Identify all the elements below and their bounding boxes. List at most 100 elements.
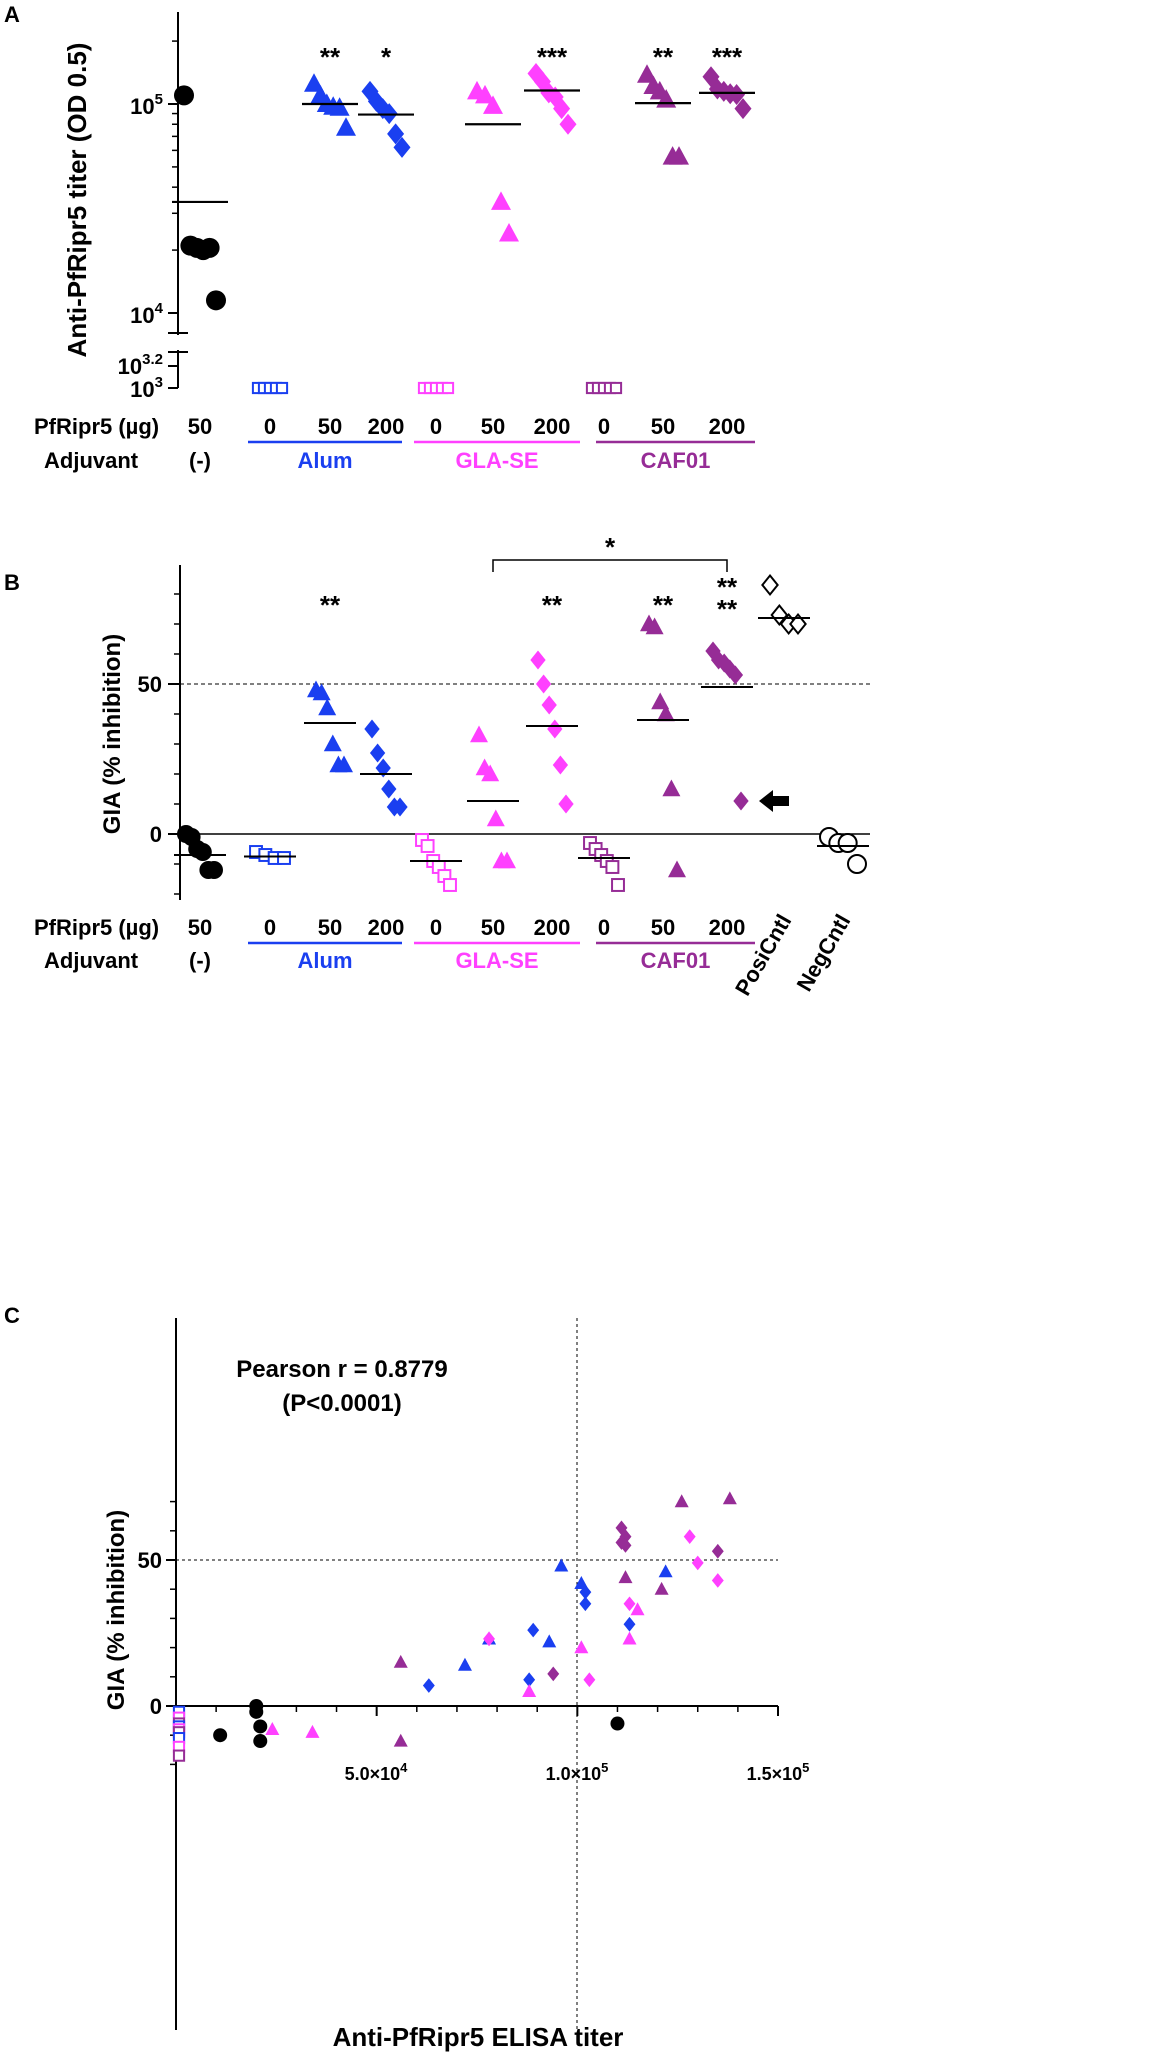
- panel-b-point-diamond: [761, 573, 779, 597]
- panel-b-significance: **: [320, 590, 341, 620]
- panel-a-dose-label: 50: [651, 414, 675, 439]
- panel-a-tick-1e3.2: 103.2: [118, 351, 163, 379]
- panel-b-significance: **: [653, 590, 674, 620]
- panel-b-point-square: [443, 878, 457, 892]
- panel-a-tick-1e5: 105: [130, 91, 163, 119]
- panel-c-point-diamond: [711, 1543, 724, 1559]
- panel-c-xtick-5e4: 5.0×104: [345, 1760, 409, 1784]
- panel-c-point-triangle: [393, 1733, 408, 1747]
- panel-b-point-circle: [205, 861, 223, 879]
- panel-b-adjuvant-none-label: (-): [189, 948, 211, 973]
- panel-b-point-triangle: [318, 698, 337, 716]
- panel-a-adjuvant-group-label: Alum: [298, 448, 353, 473]
- panel-c-point-diamond: [579, 1584, 592, 1600]
- panel-b-point-circle: [847, 854, 867, 874]
- panel-c-xtick-1.5e5: 1.5×105: [747, 1760, 810, 1784]
- panel-c-letter: C: [4, 1303, 20, 1328]
- panel-b-point-diamond: [364, 719, 380, 739]
- panel-b-dose-label: 0: [430, 915, 442, 940]
- panel-c-point-diamond: [711, 1573, 724, 1588]
- panel-a-tick-1e3: 103: [130, 374, 163, 402]
- panel-a-dose-row-label: PfRipr5 (µg): [34, 414, 159, 439]
- panel-a-adjuvant-group-label: CAF01: [641, 448, 711, 473]
- panel-c-tick-0: 0: [150, 1694, 162, 1719]
- panel-c-subtitle: (P<0.0001): [282, 1390, 401, 1417]
- panel-a-point-triangle: [499, 223, 519, 242]
- panel-c-y-label: GIA (% inhibition): [103, 1510, 130, 1710]
- panel-b-control-label: NegCntl: [792, 910, 856, 996]
- panel-a-point-triangle: [336, 117, 356, 136]
- panel-a-point-triangle: [304, 73, 324, 92]
- panel-c-point-triangle: [457, 1657, 472, 1671]
- panel-b-point-square: [611, 878, 625, 892]
- panel-c-point-triangle: [622, 1631, 637, 1645]
- panel-c-title: Pearson r = 0.8779: [236, 1356, 447, 1383]
- panel-b-dose-label: 200: [709, 915, 746, 940]
- panel-c-point-triangle: [554, 1558, 569, 1572]
- panel-a-point-circle: [199, 237, 220, 258]
- panel-b-adjuvant-row-label: Adjuvant: [44, 948, 139, 973]
- panel-c-point-circle: [253, 1719, 268, 1734]
- panel-c-point-diamond: [583, 1672, 596, 1688]
- panel-b-point-triangle: [656, 704, 675, 722]
- panel-a-point-diamond: [559, 113, 577, 135]
- panel-c-point-diamond: [523, 1672, 536, 1688]
- panel-b-point-diamond: [375, 758, 391, 778]
- panel-c-point-diamond: [683, 1529, 696, 1544]
- panel-a-point-diamond: [553, 98, 571, 120]
- panel-c-point-diamond: [527, 1622, 540, 1638]
- panel-a-dose-label: 200: [368, 414, 405, 439]
- panel-a-tick-1e4: 104: [130, 300, 163, 328]
- panel-b-point-triangle: [481, 764, 500, 782]
- panel-b-point-triangle: [470, 725, 488, 743]
- panel-b-dose-label: 50: [651, 915, 675, 940]
- panel-a-dose-label: 50: [481, 414, 505, 439]
- panel-c-point-circle: [249, 1704, 264, 1719]
- panel-c-point-diamond: [619, 1538, 632, 1553]
- panel-c-point-circle: [253, 1734, 268, 1749]
- panel-b-dose-label: 50: [481, 915, 505, 940]
- panel-c-xtick-1e5: 1.0×105: [546, 1760, 609, 1784]
- panel-a-dose-label: 50: [188, 414, 212, 439]
- panel-c-point-triangle: [265, 1722, 280, 1735]
- panel-b-point-diamond: [558, 794, 574, 814]
- panel-b-bracket-significance: *: [605, 532, 616, 562]
- panel-a-point-circle: [206, 290, 226, 311]
- panel-a-point-diamond: [734, 98, 752, 120]
- panel-b-point-triangle: [486, 809, 505, 827]
- panel-c-point-triangle: [654, 1581, 669, 1595]
- panel-c-point-triangle: [522, 1684, 537, 1697]
- panel-b-point-triangle: [323, 734, 342, 752]
- panel-b-arrow-indicator: [759, 790, 789, 812]
- panel-b-letter: B: [4, 570, 20, 595]
- panel-b-point-circle: [193, 843, 212, 861]
- panel-b-dose-label: 200: [534, 915, 571, 940]
- panel-b-point-triangle: [668, 860, 686, 878]
- panel-b-point-triangle: [645, 617, 664, 635]
- panel-b-point-triangle: [498, 851, 516, 869]
- panel-a-point-circle: [174, 85, 194, 106]
- panel-a-significance: *: [381, 42, 392, 72]
- panel-a-adjuvant-none-label: (-): [189, 448, 211, 473]
- panel-b-point-diamond: [789, 612, 807, 636]
- panel-b-tick-0: 0: [150, 822, 162, 847]
- panel-b-dose-row-label: PfRipr5 (µg): [34, 915, 159, 940]
- panel-b-point-square: [420, 839, 435, 853]
- panel-a-point-triangle: [491, 191, 511, 210]
- panel-b-point-diamond: [547, 719, 563, 739]
- panel-b-y-label: GIA (% inhibition): [99, 634, 126, 834]
- panel-b-point-diamond: [727, 665, 744, 685]
- panel-a-point-square: [441, 381, 455, 395]
- panel-a-adjuvant-row-label: Adjuvant: [44, 448, 139, 473]
- panel-a-chart: Anti-PfRipr5 titer (OD 0.5) 105 104 103.…: [34, 12, 755, 473]
- panel-b-dose-label: 200: [368, 915, 405, 940]
- panel-b-bracket: [492, 559, 728, 572]
- panel-c-point-triangle: [674, 1494, 689, 1508]
- panel-a-dose-label: 50: [318, 414, 342, 439]
- panel-b-adjuvant-group-label: GLA-SE: [455, 948, 538, 973]
- panel-b-dose-label: 0: [598, 915, 610, 940]
- panel-b-point-diamond: [381, 779, 397, 799]
- panel-a-adjuvant-group-label: GLA-SE: [455, 448, 538, 473]
- panel-c-point-circle: [213, 1728, 228, 1743]
